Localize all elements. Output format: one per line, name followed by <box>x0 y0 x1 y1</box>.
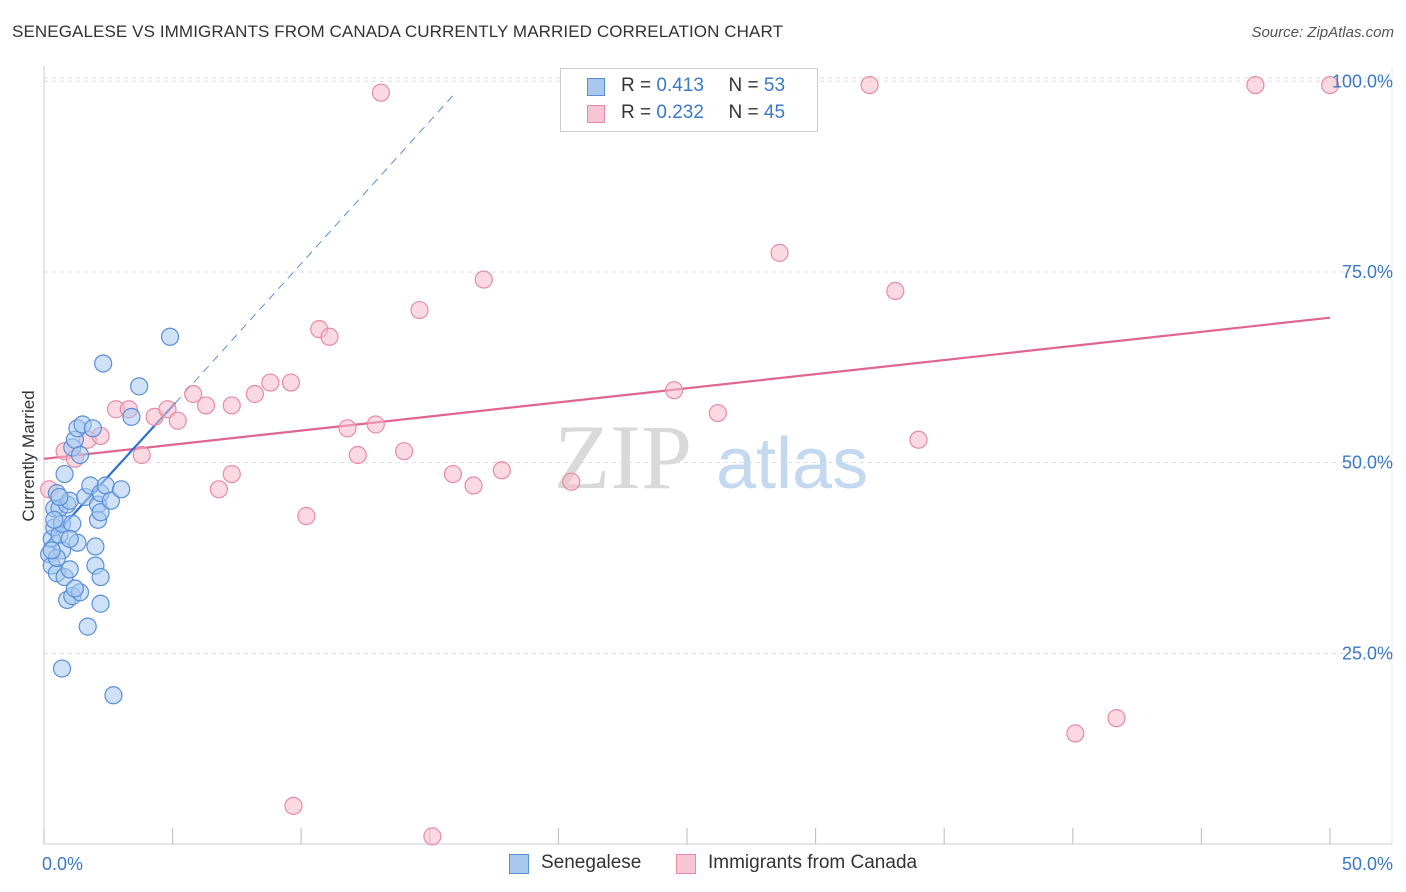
canada-point <box>196 396 216 415</box>
canada-point <box>1066 724 1085 743</box>
senegalese-point <box>83 419 102 438</box>
y-axis-label: Currently Married <box>19 390 38 521</box>
canada-point <box>665 381 684 400</box>
chart-title: SENEGALESE VS IMMIGRANTS FROM CANADA CUR… <box>12 22 784 41</box>
canada-point <box>1246 75 1265 95</box>
senegalese-point <box>55 464 74 484</box>
correlation-legend: R = 0.413 N = 53 R = 0.232 N = 45 <box>560 68 818 132</box>
watermark-atlas: atlas <box>716 424 868 504</box>
canada-point <box>860 75 879 95</box>
watermark: ZIP atlas <box>554 406 868 508</box>
senegalese-point <box>160 327 180 346</box>
senegalese-point <box>130 377 149 396</box>
legend-n-value: 53 <box>763 75 786 96</box>
data-points <box>40 75 1340 846</box>
canada-point <box>474 270 493 289</box>
senegalese-point <box>91 594 110 613</box>
canada-point <box>261 373 280 392</box>
senegalese-point <box>78 617 97 636</box>
tick-labels: 25.0% 50.0% 75.0% 100.0% 0.0% 50.0% <box>42 71 1393 874</box>
senegalese-point <box>70 445 90 465</box>
canada-point <box>348 445 367 465</box>
canada-point <box>443 464 463 484</box>
senegalese-point <box>60 560 79 579</box>
senegalese-point <box>91 567 110 587</box>
legend-r-label: R = <box>621 75 652 96</box>
watermark-zip: ZIP <box>554 406 692 508</box>
senegalese-point <box>86 537 105 556</box>
canada-point <box>132 445 151 465</box>
canada-point <box>281 373 301 392</box>
canada-point <box>1107 709 1126 728</box>
legend-swatch-blue <box>587 78 605 96</box>
bottom-legend-swatch-pink <box>676 854 696 874</box>
bottom-legend-label: Senegalese <box>541 852 642 873</box>
legend-r-label: R = <box>621 102 652 123</box>
bottom-legend-label: Immigrants from Canada <box>708 852 918 873</box>
senegalese-point <box>104 686 123 705</box>
canada-point <box>394 442 414 461</box>
legend-n-label: N = <box>728 102 759 123</box>
y-tick-label: 75.0% <box>1342 262 1393 282</box>
bottom-legend-swatch-blue <box>509 854 529 874</box>
canada-point <box>464 476 483 495</box>
y-tick-label: 25.0% <box>1342 643 1393 663</box>
canada-point <box>168 411 187 430</box>
canada-point <box>158 400 177 419</box>
axes <box>43 66 1392 845</box>
senegalese-point <box>101 491 120 510</box>
canada-point <box>1320 75 1340 95</box>
source-label: Source: ZipAtlas.com <box>1251 24 1394 41</box>
canada-point <box>708 403 727 423</box>
senegalese-point <box>122 407 141 426</box>
senegalese-point <box>63 514 82 533</box>
canada-point <box>410 300 429 320</box>
senegalese-point <box>50 487 69 507</box>
canada-point <box>184 384 203 404</box>
senegalese-point <box>42 541 61 560</box>
canada-point <box>366 415 385 434</box>
senegalese-point <box>96 476 115 495</box>
canada-point <box>222 396 241 415</box>
canada-point <box>886 281 905 301</box>
canada-point <box>338 419 357 438</box>
canada-point <box>423 827 442 846</box>
senegalese-point <box>112 480 131 499</box>
canada-point <box>222 464 241 484</box>
canada-trend-line <box>43 316 1331 460</box>
legend-n-value: 45 <box>763 102 786 123</box>
canada-point <box>770 243 789 262</box>
canada-point <box>297 506 316 526</box>
senegalese-point <box>65 579 84 598</box>
legend-r-value: 0.413 <box>656 75 704 96</box>
canada-point <box>209 480 228 499</box>
canada-point <box>371 83 391 102</box>
canada-point <box>284 796 303 815</box>
senegalese-point <box>91 503 110 522</box>
x-tick-label-start: 0.0% <box>42 854 83 874</box>
x-tick-label-end: 50.0% <box>1342 854 1393 874</box>
senegalese-point <box>45 510 64 529</box>
canada-point <box>245 384 265 404</box>
legend-r-value: 0.232 <box>656 102 704 123</box>
canada-point <box>562 472 581 491</box>
y-tick-label: 50.0% <box>1342 453 1393 473</box>
senegalese-point <box>94 354 113 373</box>
senegalese-point <box>60 529 79 549</box>
canada-point <box>320 327 339 346</box>
legend-n-label: N = <box>728 75 759 96</box>
grid-lines <box>44 66 1393 844</box>
senegalese-trend-extension <box>174 92 456 404</box>
legend-swatch-pink <box>587 105 605 123</box>
y-tick-label: 100.0% <box>1332 71 1393 91</box>
canada-point <box>909 430 928 449</box>
senegalese-point <box>52 659 72 678</box>
canada-point <box>492 461 511 480</box>
